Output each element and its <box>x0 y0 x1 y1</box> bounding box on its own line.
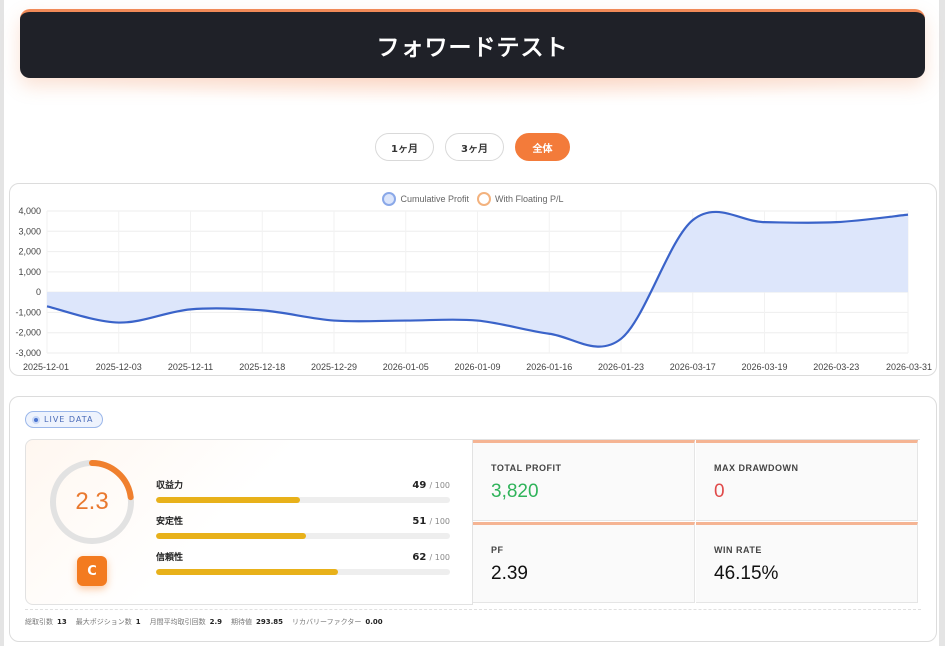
x-tick-label: 2025-12-29 <box>311 362 357 372</box>
profit-chart: 4,000 3,000 2,000 1,000 0 -1,000 -2,000 -3,000 2… <box>15 206 932 372</box>
x-tick-label: 2025-12-01 <box>23 362 69 372</box>
live-indicator-icon <box>32 415 40 424</box>
series-line-cumulative-profit <box>46 210 909 348</box>
footer-value-total-trades: 13 <box>57 618 67 626</box>
metric-score: 51 <box>412 516 427 527</box>
stat-value: 0 <box>714 481 725 502</box>
metric-bar-fill <box>156 533 306 539</box>
metric-max: / 100 <box>429 553 450 562</box>
y-tick-label: -3,000 <box>15 348 41 358</box>
footer-label-recovery-factor: リカバリーファクター <box>292 618 362 626</box>
footer-value-max-positions: 1 <box>135 618 141 626</box>
legend-swatch-blue <box>382 192 397 206</box>
metric-max: / 100 <box>429 481 450 490</box>
score-panel: 2.3 C 収益力 49 / 100 安定性 51 / 100 信頼性 62 /… <box>25 439 473 605</box>
gauge-arc <box>89 460 134 501</box>
tab-all[interactable]: 全体 <box>515 133 570 161</box>
footer-stats: 総取引数 13 最大ポジション数 1 月間平均取引回数 2.9 期待値 293.85 リ… <box>25 617 388 627</box>
stat-value: 3,820 <box>491 481 539 502</box>
y-tick-label: 0 <box>36 287 41 297</box>
tab-1-month[interactable]: 1ヶ月 <box>375 133 434 161</box>
footer-label-monthly-trades: 月間平均取引回数 <box>149 618 206 626</box>
footer-value-monthly-trades: 2.9 <box>209 618 223 626</box>
y-tick-label: -2,000 <box>15 328 41 338</box>
footer-value-recovery-factor: 0.00 <box>365 618 383 626</box>
legend-label-cumulative-profit: Cumulative Profit <box>400 194 469 204</box>
legend-cumulative-profit[interactable]: Cumulative Profit <box>382 192 469 206</box>
metric-profitability: 収益力 49 / 100 <box>156 478 450 503</box>
page-header: フォワードテスト <box>20 9 925 78</box>
legend-floating-pl[interactable]: With Floating P/L <box>477 192 564 206</box>
stat-win-rate: WIN RATE 46.15% <box>696 522 918 603</box>
footer-divider <box>25 609 921 610</box>
stat-label: TOTAL PROFIT <box>491 463 562 473</box>
window-frame-right <box>939 0 945 646</box>
x-tick-label: 2026-03-19 <box>741 362 787 372</box>
metric-stability: 安定性 51 / 100 <box>156 514 450 539</box>
chart-legend: Cumulative Profit With Floating P/L <box>10 192 936 206</box>
metric-label: 信頼性 <box>156 553 184 563</box>
footer-label-max-positions: 最大ポジション数 <box>75 618 132 626</box>
stat-label: WIN RATE <box>714 545 762 555</box>
grade-badge: C <box>77 556 107 586</box>
stat-pf: PF 2.39 <box>473 522 695 603</box>
metric-max: / 100 <box>429 517 450 526</box>
footer-value-expectancy: 293.85 <box>256 618 284 626</box>
metric-score: 49 <box>412 480 427 491</box>
metric-bar-track <box>156 569 450 575</box>
x-tick-label: 2025-12-03 <box>96 362 142 372</box>
x-tick-label: 2026-03-23 <box>813 362 859 372</box>
x-tick-label: 2026-03-31 <box>886 362 932 372</box>
score-gauge <box>50 460 134 544</box>
legend-label-floating-pl: With Floating P/L <box>495 194 564 204</box>
metric-bar-fill <box>156 569 339 575</box>
y-tick-label: 4,000 <box>18 206 41 216</box>
window-frame-left <box>0 0 4 646</box>
stat-value: 46.15% <box>714 563 779 584</box>
x-tick-label: 2025-12-11 <box>168 362 213 372</box>
score-card: LIVE DATA 2.3 C 収益力 49 / 100 安定性 51 / 10… <box>9 396 937 642</box>
profit-chart-card: 4,000 3,000 2,000 1,000 0 -1,000 -2,000 -3,000 2… <box>9 183 937 376</box>
y-tick-label: 3,000 <box>18 226 41 236</box>
live-data-badge: LIVE DATA <box>25 411 103 428</box>
y-tick-label: 1,000 <box>18 267 41 277</box>
metric-bar-track <box>156 497 450 503</box>
legend-swatch-orange <box>477 192 491 206</box>
stat-max-drawdown: MAX DRAWDOWN 0 <box>696 440 918 521</box>
page-title: フォワードテスト <box>376 35 569 61</box>
x-tick-label: 2026-01-23 <box>598 362 644 372</box>
y-tick-label: -1,000 <box>15 307 41 317</box>
stat-total-profit: TOTAL PROFIT 3,820 <box>473 440 695 521</box>
metric-bar-track <box>156 533 450 539</box>
stats-grid: TOTAL PROFIT 3,820 MAX DRAWDOWN 0 PF 2.3… <box>473 439 920 605</box>
x-tick-label: 2026-01-05 <box>383 362 429 372</box>
live-data-label: LIVE DATA <box>44 415 94 424</box>
metric-bar-fill <box>156 497 301 503</box>
x-tick-label: 2026-03-17 <box>670 362 716 372</box>
period-tabs: 1ヶ月 3ヶ月 全体 <box>0 133 945 161</box>
area-fill-cumulative-profit <box>47 211 908 347</box>
metric-label: 収益力 <box>156 481 184 491</box>
x-tick-label: 2026-01-09 <box>454 362 500 372</box>
footer-label-total-trades: 総取引数 <box>25 618 53 626</box>
y-tick-label: 2,000 <box>18 247 41 257</box>
metric-label: 安定性 <box>156 517 184 527</box>
stat-value: 2.39 <box>491 563 528 584</box>
score-value: 2.3 <box>75 488 109 515</box>
metric-score: 62 <box>412 552 427 563</box>
metric-reliability: 信頼性 62 / 100 <box>156 550 450 575</box>
x-tick-label: 2026-01-16 <box>526 362 572 372</box>
footer-label-expectancy: 期待値 <box>231 618 253 626</box>
x-tick-label: 2025-12-18 <box>239 362 285 372</box>
stat-label: PF <box>491 545 504 555</box>
tab-3-months[interactable]: 3ヶ月 <box>445 133 504 161</box>
stat-label: MAX DRAWDOWN <box>714 463 799 473</box>
